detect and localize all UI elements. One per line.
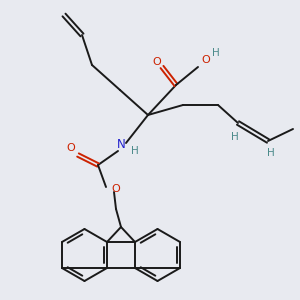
Text: H: H xyxy=(131,146,139,156)
Text: O: O xyxy=(67,143,75,153)
Text: O: O xyxy=(202,55,210,65)
Text: H: H xyxy=(267,148,275,158)
Text: H: H xyxy=(231,132,239,142)
Text: O: O xyxy=(112,184,120,194)
Text: O: O xyxy=(153,57,161,67)
Text: H: H xyxy=(212,48,220,58)
Text: N: N xyxy=(117,139,125,152)
